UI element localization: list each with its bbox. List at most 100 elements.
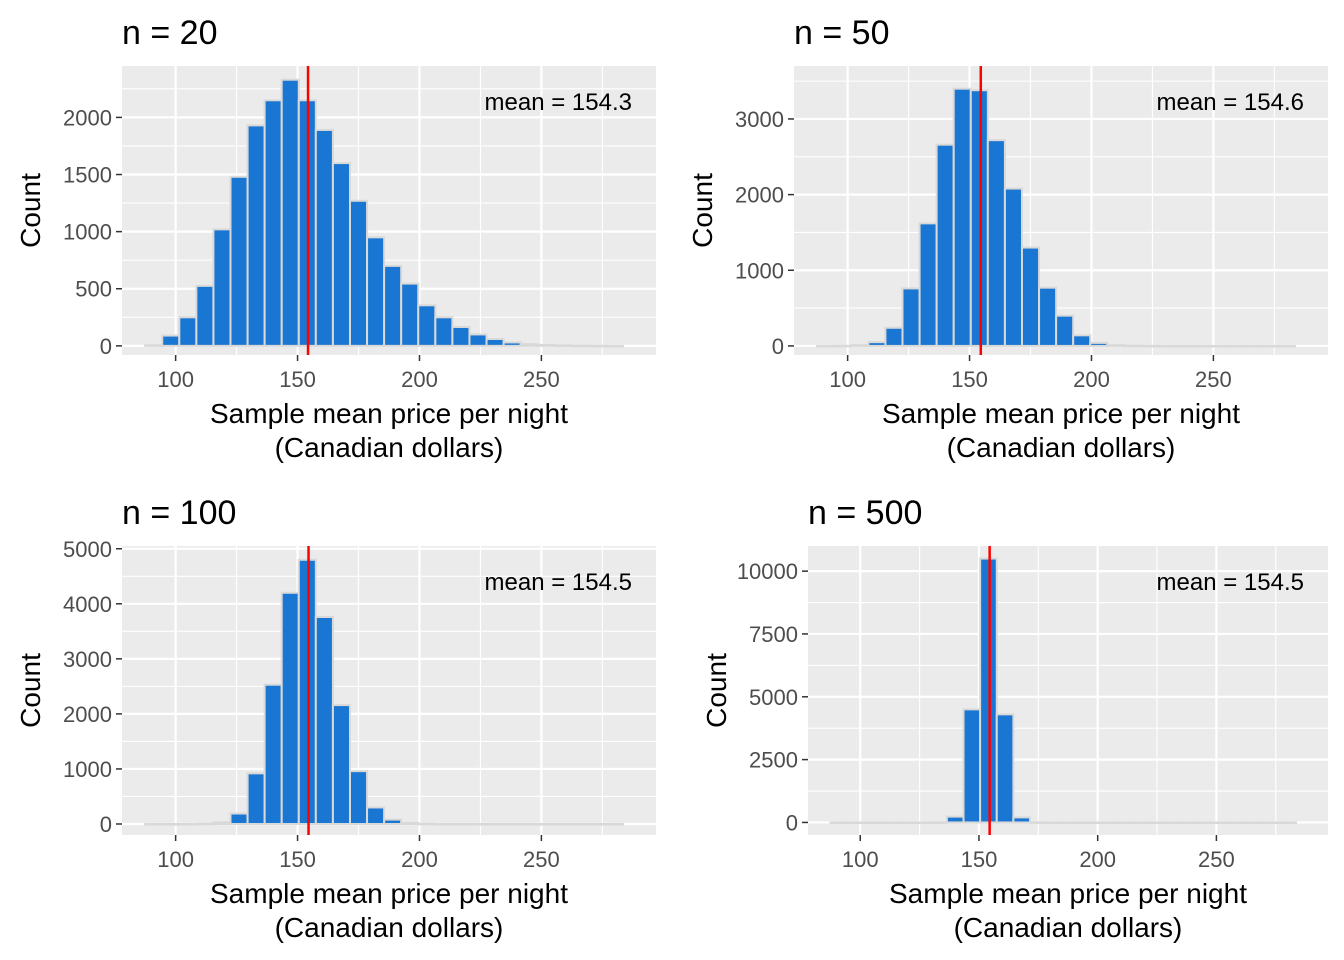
histogram-panel-2: 100 150 200 250 0 1000 2000 3000 mean = 154.6 n =… [687,14,1328,463]
histogram-bar [1038,286,1058,347]
histogram-bar [884,326,904,347]
histogram-bar [553,822,573,826]
y-tick-label: 7500 [749,622,798,647]
histogram-panel-1: 100 150 200 250 0 500 1000 1500 2000 mean = 154.3… [15,14,656,463]
histogram-bar [1277,344,1297,348]
histogram-bar [195,822,215,826]
panel-title: n = 50 [794,14,889,52]
histogram-bar [1072,334,1092,347]
histogram-bar [348,199,369,347]
histogram-bar [1208,344,1228,348]
histogram-bar [962,708,982,824]
histogram-bar [833,344,853,348]
x-tick-label: 200 [401,847,438,872]
panel-title: n = 500 [808,494,922,532]
y-tick-label: 0 [100,334,112,359]
histogram-bar [879,821,899,825]
x-axis-title: Sample mean price per night (Canadian dol… [889,878,1247,943]
histogram-bar [935,143,955,347]
histogram-bar [417,304,437,347]
y-tick-label: 1000 [63,220,112,245]
histogram-bar [229,812,249,825]
x-tick-label: 100 [157,847,194,872]
y-axis-title: Count [701,653,732,728]
histogram-bar [846,821,865,825]
x-tick-label: 100 [829,367,866,392]
mean-annotation: mean = 154.6 [1157,89,1304,116]
histogram-bar [331,704,351,825]
histogram-bar [1278,821,1297,825]
y-axis-title: Count [687,173,718,248]
histogram-bar [816,344,836,348]
histogram-bar [519,822,539,826]
histogram-bar [485,822,505,826]
plot-background [794,66,1328,355]
histogram-bar [1078,821,1098,825]
histogram-bar [1191,344,1211,348]
x-axis-title-line: Sample mean price per night [882,398,1240,429]
histogram-bar [918,222,938,347]
x-tick-label: 100 [842,847,879,872]
histogram-bar [451,326,471,347]
y-axis-title: Count [15,653,46,728]
histogram-bar [912,821,932,825]
histogram-bar [263,683,283,825]
histogram-bar [1259,344,1280,348]
histogram-bar [929,821,948,824]
y-tick-label: 5000 [63,537,112,562]
histogram-bar [945,815,965,824]
y-axis-title: Count [15,173,46,248]
mean-annotation: mean = 154.3 [485,89,632,116]
plot-background [122,546,656,835]
y-tick-label: 500 [75,277,112,302]
histogram-bar [1045,821,1065,825]
y-tick-label: 2000 [63,702,112,727]
histogram-bar [1128,821,1148,825]
histogram-bar [246,124,266,347]
x-tick-label: 150 [961,847,998,872]
histogram-bar [1245,821,1264,825]
panel-title: n = 100 [122,494,236,532]
histogram-bar [451,822,471,826]
histogram-bar [850,344,870,347]
y-tick-label: 0 [786,810,798,835]
histogram-bar [178,822,198,826]
x-tick-label: 200 [1073,367,1110,392]
y-tick-label: 2000 [735,183,784,208]
y-tick-label: 3000 [63,647,112,672]
histogram-bar [246,772,266,825]
histogram-bar [605,822,625,826]
histogram-bar [400,282,420,347]
histogram-bar [434,316,454,347]
mean-annotation: mean = 154.5 [1157,569,1304,596]
histogram-bar [314,128,334,347]
x-axis-title: Sample mean price per night (Canadian dol… [210,398,568,463]
x-tick-label: 250 [1195,367,1232,392]
histogram-bar [417,822,437,826]
y-tick-label: 10000 [737,559,798,584]
y-tick-label: 0 [772,334,784,359]
histogram-bar [280,591,300,825]
histogram-bar [212,821,232,825]
x-axis-title-line: (Canadian dollars) [275,912,504,943]
x-axis-title-line: Sample mean price per night [210,398,568,429]
histogram-bar [1089,341,1109,347]
histogram-bar [1145,821,1164,825]
x-tick-label: 250 [1198,847,1235,872]
histogram-bar [1242,344,1262,348]
x-axis-title-line: (Canadian dollars) [275,432,504,463]
histogram-bar [587,822,608,826]
histogram-bar [1062,821,1081,825]
histogram-bar [144,344,164,347]
histogram-bar [553,344,573,348]
y-tick-label: 3000 [735,107,784,132]
histogram-bar [144,822,164,826]
histogram-bar [383,264,403,347]
histogram-bar [1020,246,1041,347]
histogram-bar [952,87,972,347]
histogram-bar [229,175,249,347]
histogram-bar [605,344,625,348]
x-tick-label: 250 [523,847,560,872]
